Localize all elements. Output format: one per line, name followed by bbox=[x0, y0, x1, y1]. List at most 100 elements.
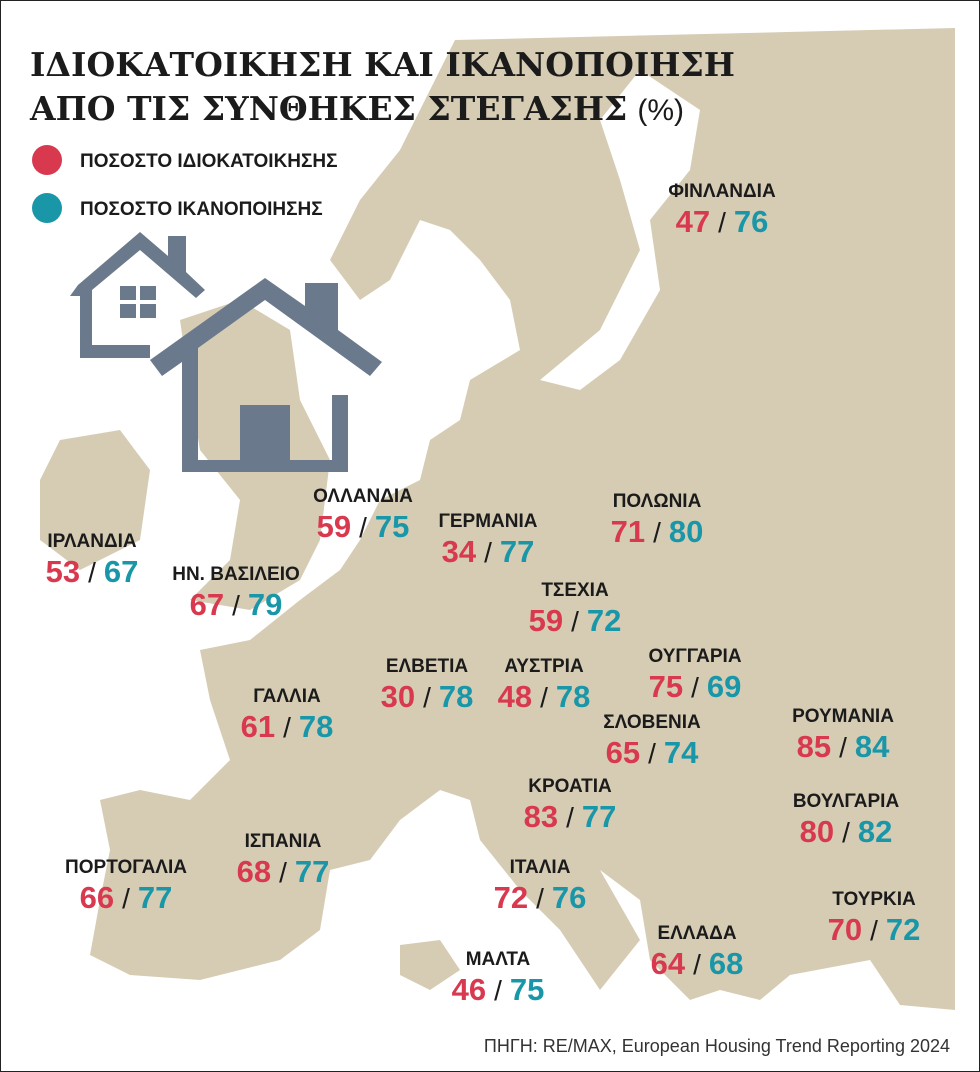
country-values: 46 / 75 bbox=[452, 972, 545, 1007]
ownership-value: 83 bbox=[524, 799, 558, 834]
separator: / bbox=[842, 817, 850, 848]
country-name: ΒΟΥΛΓΑΡΙΑ bbox=[793, 791, 900, 812]
ownership-value: 80 bbox=[800, 814, 834, 849]
separator: / bbox=[359, 512, 367, 543]
legend: ΠΟΣΟΣΤΟ ΙΔΙΟΚΑΤΟΙΚΗΣΗΣ ΠΟΣΟΣΤΟ ΙΚΑΝΟΠΟΙΗΣ… bbox=[32, 145, 338, 223]
ownership-value: 70 bbox=[828, 912, 862, 947]
country-values: 34/ 77 bbox=[442, 534, 535, 569]
ownership-value: 59 bbox=[529, 603, 563, 638]
satisfaction-value: 68 bbox=[709, 946, 743, 981]
ownership-value: 61 bbox=[241, 709, 275, 744]
separator: / bbox=[484, 537, 492, 568]
separator: / bbox=[494, 975, 502, 1006]
country-name: ΠΟΡΤΟΓΑΛΙΑ bbox=[65, 857, 187, 878]
satisfaction-value: 79 bbox=[248, 587, 282, 622]
separator: / bbox=[870, 915, 878, 946]
country-name: ΙΣΠΑΝΙΑ bbox=[245, 831, 322, 852]
separator: / bbox=[566, 802, 574, 833]
country-name: ΟΛΛΑΝΔΙΑ bbox=[313, 486, 413, 507]
source: ΠΗΓΗ: RE/MAX, European Housing Trend Rep… bbox=[484, 1036, 950, 1056]
separator: / bbox=[648, 738, 656, 769]
window bbox=[120, 304, 136, 318]
separator: / bbox=[653, 517, 661, 548]
country-name: ΕΛΒΕΤΙΑ bbox=[386, 656, 469, 677]
country-values: 65 / 74 bbox=[606, 735, 700, 770]
country-name: ΟΥΓΓΑΡΙΑ bbox=[648, 646, 741, 667]
country-values: 70 / 72 bbox=[828, 912, 921, 947]
title-line: ΙΔΙΟΚΑΤΟΙΚΗΣΗ ΚΑΙ ΙΚΑΝΟΠΟΙΗΣΗ bbox=[30, 45, 735, 84]
window bbox=[120, 286, 136, 300]
separator: / bbox=[88, 557, 96, 588]
satisfaction-value: 77 bbox=[500, 534, 534, 569]
ownership-value: 66 bbox=[80, 880, 114, 915]
country-values: 85 / 84 bbox=[797, 729, 891, 764]
satisfaction-value: 78 bbox=[439, 679, 473, 714]
ownership-value: 75 bbox=[649, 669, 683, 704]
country-name: ΓΕΡΜΑΝΙΑ bbox=[438, 511, 537, 532]
satisfaction-value: 76 bbox=[734, 204, 768, 239]
satisfaction-value: 80 bbox=[669, 514, 703, 549]
ownership-value: 53 bbox=[46, 554, 80, 589]
satisfaction-value: 72 bbox=[886, 912, 920, 947]
baltic-sea bbox=[540, 70, 700, 390]
separator: / bbox=[279, 857, 287, 888]
separator: / bbox=[122, 883, 130, 914]
satisfaction-value: 76 bbox=[552, 880, 586, 915]
separator: / bbox=[839, 732, 847, 763]
country-values: 30 / 78 bbox=[381, 679, 474, 714]
separator: / bbox=[232, 590, 240, 621]
country-values: 59 / 75 bbox=[317, 509, 410, 544]
separator: / bbox=[540, 682, 548, 713]
country-values: 83 / 77 bbox=[524, 799, 617, 834]
ownership-value: 67 bbox=[190, 587, 224, 622]
country-values: 68 / 77 bbox=[237, 854, 330, 889]
country-name: ΤΟΥΡΚΙΑ bbox=[832, 889, 916, 910]
satisfaction-value: 75 bbox=[510, 972, 544, 1007]
legend-label: ΠΟΣΟΣΤΟ ΙΚΑΝΟΠΟΙΗΣΗΣ bbox=[80, 199, 323, 220]
ownership-value: 65 bbox=[606, 735, 640, 770]
legend-dot bbox=[32, 145, 62, 175]
ownership-value: 34 bbox=[442, 534, 477, 569]
country-name: ΑΥΣΤΡΙΑ bbox=[504, 656, 584, 677]
ireland bbox=[40, 430, 150, 570]
country-name: ΜΑΛΤΑ bbox=[466, 949, 531, 970]
country-name: ΕΛΛΑΔΑ bbox=[657, 923, 736, 944]
country-name: ΓΑΛΛΙΑ bbox=[253, 686, 321, 707]
country-values: 80 / 82 bbox=[800, 814, 893, 849]
ownership-value: 47 bbox=[676, 204, 710, 239]
separator: / bbox=[536, 883, 544, 914]
separator: / bbox=[571, 606, 579, 637]
country-name: ΠΟΛΩΝΙΑ bbox=[613, 491, 702, 512]
satisfaction-value: 74 bbox=[664, 735, 699, 770]
country-name: ΣΛΟΒΕΝΙΑ bbox=[603, 712, 701, 733]
satisfaction-value: 78 bbox=[299, 709, 333, 744]
separator: / bbox=[693, 949, 701, 980]
country-values: 64/ 68 bbox=[651, 946, 744, 981]
separator: / bbox=[718, 207, 726, 238]
ownership-value: 85 bbox=[797, 729, 831, 764]
continent bbox=[90, 28, 955, 1010]
country-values: 59 / 72 bbox=[529, 603, 622, 638]
country-name: ΗΝ. ΒΑΣΙΛΕΙΟ bbox=[172, 564, 300, 585]
satisfaction-value: 77 bbox=[295, 854, 329, 889]
ownership-value: 68 bbox=[237, 854, 271, 889]
country-values: 47 / 76 bbox=[676, 204, 769, 239]
satisfaction-value: 77 bbox=[582, 799, 616, 834]
satisfaction-value: 67 bbox=[104, 554, 138, 589]
